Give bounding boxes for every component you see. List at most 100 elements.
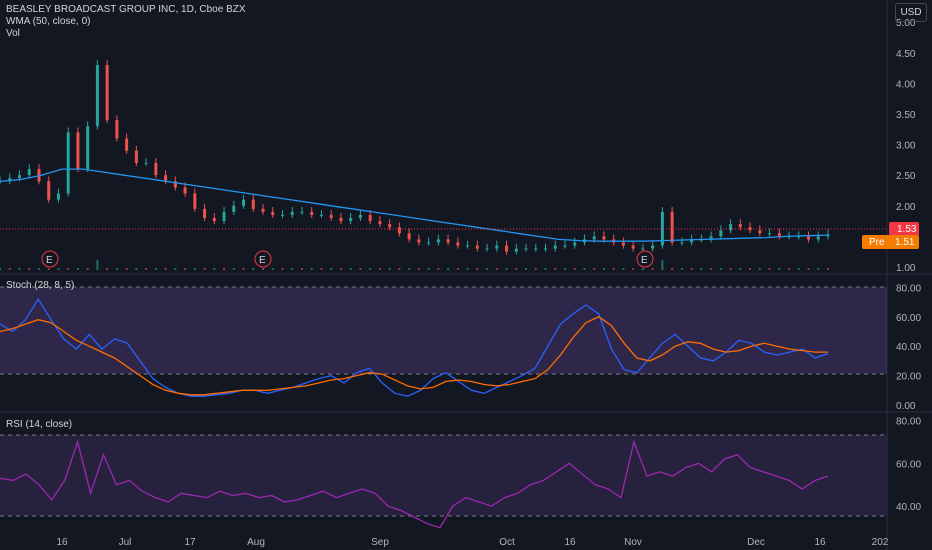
currency-button[interactable]: USD [895, 3, 927, 22]
price-tick-label: 4.00 [896, 79, 916, 90]
price-tick-label: 3.00 [896, 141, 916, 152]
stoch-legend[interactable]: Stoch (28, 8, 5) [6, 280, 75, 291]
time-axis[interactable]: 16 Jul 17 Aug Sep Oct 16 Nov Dec 16 202 [56, 537, 888, 548]
volume-bar [690, 268, 693, 270]
candle-body [602, 236, 606, 240]
candle-body [17, 175, 21, 179]
volume-bar [369, 268, 372, 270]
volume-bar [359, 268, 362, 270]
stoch-k-line [0, 297, 829, 397]
volume-bar [447, 268, 450, 270]
vol-legend[interactable]: Vol [6, 28, 20, 39]
earnings-marker-2[interactable]: E [254, 250, 272, 268]
candle-body [261, 208, 265, 212]
volume-bar [8, 268, 11, 270]
candle-body [592, 236, 596, 240]
candle-body [407, 233, 411, 240]
rsi-line [0, 439, 829, 529]
volume-bar [534, 268, 537, 270]
volume-bar [223, 268, 226, 270]
candle-body [660, 211, 664, 246]
volume-bar [349, 268, 352, 270]
candle-body [203, 208, 207, 218]
pre-label: Pre [869, 237, 885, 248]
candle-body [271, 211, 275, 215]
candles [0, 60, 830, 255]
candle-body [76, 132, 80, 170]
candle-body [397, 227, 401, 234]
stoch-tick-label: 60.00 [896, 313, 921, 324]
candle-body [621, 242, 625, 246]
volume-bar [612, 268, 615, 270]
rsi-axis[interactable]: 80.00 60.00 40.00 [896, 416, 921, 513]
volume-bar [252, 268, 255, 270]
candle-body [738, 224, 742, 228]
volume-bar [788, 268, 791, 270]
volume-bar [164, 268, 167, 270]
candle-body [651, 245, 655, 249]
candle-body [388, 224, 392, 228]
candle-body [709, 236, 713, 240]
volume-bar [466, 268, 469, 270]
candle-body [378, 221, 382, 225]
time-tick-label: 17 [184, 537, 196, 548]
candle-body [524, 248, 528, 250]
volume-bar [797, 268, 800, 270]
volume-bar [213, 268, 216, 270]
volume-bar [320, 268, 323, 270]
volume-bar [18, 268, 21, 270]
volume-bar [456, 268, 459, 270]
volume-bar [544, 268, 547, 270]
rsi-legend[interactable]: RSI (14, close) [6, 419, 73, 430]
candle-body [358, 214, 362, 218]
symbol-title[interactable]: BEASLEY BROADCAST GROUP INC, 1D, Cboe BZ… [6, 4, 246, 15]
time-tick-label: Jul [119, 537, 132, 548]
volume-bar [203, 268, 206, 270]
candle-body [154, 162, 158, 176]
candle-body [27, 169, 31, 176]
stoch-axis[interactable]: 80.00 60.00 40.00 20.00 0.00 [896, 283, 921, 412]
candle-body [251, 199, 255, 209]
price-tick-label: 4.50 [896, 49, 916, 60]
volume-bar [281, 268, 284, 270]
volume-bar [827, 268, 829, 270]
candle-body [47, 181, 51, 200]
time-tick-label: Oct [499, 537, 515, 548]
pre-price-label: 1.51 [895, 237, 915, 248]
volume-bar [651, 268, 654, 270]
volume-bar [408, 268, 411, 270]
volume-bar [671, 268, 674, 270]
volume-bar [768, 268, 771, 270]
candle-body [534, 248, 538, 250]
candle-body [66, 132, 70, 194]
candle-body [807, 236, 811, 240]
volume-bar [573, 268, 576, 270]
rsi-tick-label: 60.00 [896, 459, 921, 470]
volume-bars [0, 260, 829, 270]
candle-body [125, 138, 129, 151]
volume-bar [749, 268, 752, 270]
candle-body [8, 178, 12, 182]
candle-body [242, 199, 246, 206]
candle-body [553, 245, 557, 249]
volume-bar [758, 268, 761, 270]
time-tick-label: 16 [56, 537, 68, 548]
volume-bar [37, 268, 40, 270]
volume-bar [47, 268, 50, 270]
candle-body [466, 245, 470, 247]
candle-body [86, 126, 90, 170]
volume-bar [125, 268, 128, 270]
price-tick-label: 5.00 [896, 18, 916, 29]
pre-price-badge [862, 235, 919, 249]
volume-bar [593, 268, 596, 270]
earnings-marker-3[interactable]: E [636, 250, 654, 268]
earnings-marker-1[interactable]: E [41, 250, 59, 268]
candle-body [670, 211, 674, 243]
candle-body [144, 162, 148, 164]
volume-bar [680, 268, 683, 270]
earnings-marker-label: E [46, 255, 53, 266]
wma-legend[interactable]: WMA (50, close, 0) [6, 16, 91, 27]
candle-body [368, 214, 372, 222]
volume-bar [661, 260, 664, 270]
candle-body [456, 242, 460, 246]
